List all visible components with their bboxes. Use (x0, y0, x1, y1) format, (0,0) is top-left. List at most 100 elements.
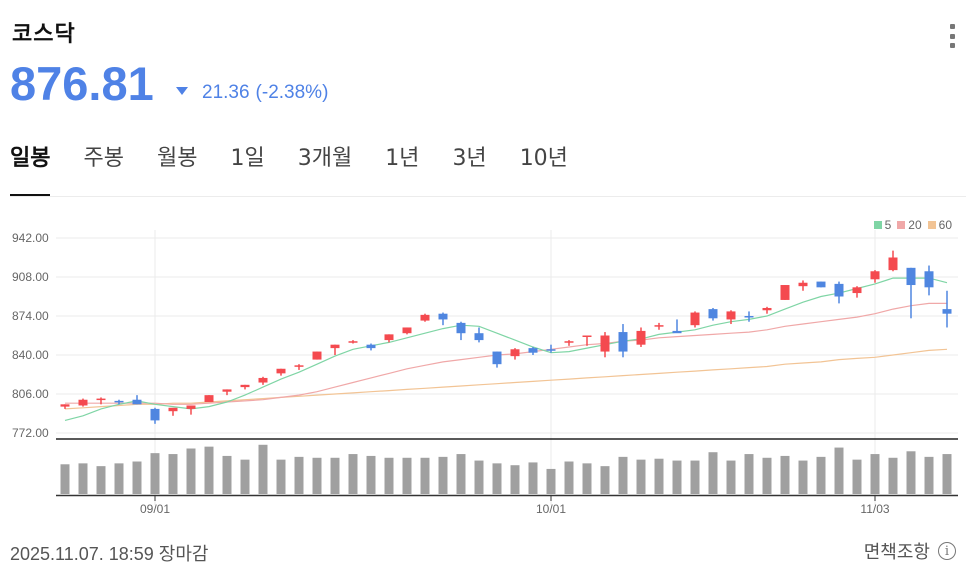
candle[interactable] (762, 306, 772, 314)
candle[interactable] (600, 332, 610, 358)
candle[interactable] (456, 321, 466, 341)
candle[interactable] (474, 327, 484, 343)
volume-bar (690, 460, 700, 494)
legend-swatch (927, 221, 936, 229)
candle[interactable] (942, 290, 952, 328)
volume-bar (222, 455, 232, 494)
candle[interactable] (618, 324, 628, 358)
candle[interactable] (420, 313, 430, 322)
candle[interactable] (348, 340, 358, 344)
candle[interactable] (186, 405, 196, 415)
info-icon: i (938, 542, 956, 560)
tab-2[interactable]: 월봉 (156, 146, 198, 171)
volume-bar (168, 454, 178, 494)
candle[interactable] (870, 270, 880, 283)
y-tick-label: 806.00 (12, 387, 49, 401)
volume-bar (438, 456, 448, 494)
legend-item-ma60: 60 (927, 218, 952, 232)
candle[interactable] (834, 281, 844, 304)
candle[interactable] (150, 407, 160, 424)
legend-item-ma20: 20 (897, 218, 922, 232)
more-vertical-icon[interactable] (946, 24, 958, 48)
candle[interactable] (780, 285, 790, 300)
candle[interactable] (258, 376, 268, 385)
volume-bar (132, 461, 142, 494)
candle[interactable] (528, 346, 538, 355)
candle[interactable] (132, 395, 142, 405)
volume-bar (762, 457, 772, 494)
candle[interactable] (672, 319, 682, 334)
candle[interactable] (636, 327, 646, 347)
volume-bar (834, 447, 844, 494)
candle[interactable] (330, 344, 340, 355)
volume-bar (114, 463, 124, 494)
candle[interactable] (204, 395, 214, 403)
volume-bar (510, 465, 520, 494)
legend-item-ma5: 5 (873, 218, 892, 232)
price-change: 21.36 (-2.38%) (176, 82, 328, 104)
volume-bar (384, 457, 394, 494)
candle[interactable] (438, 312, 448, 326)
tab-3[interactable]: 1일 (230, 146, 265, 171)
candlestick-chart[interactable]: 942.00 908.00 874.00 840.00 806.00 772.00 09/0… (0, 205, 976, 525)
y-tick-label: 908.00 (12, 270, 49, 284)
candle[interactable] (708, 307, 718, 321)
legend-label: 5 (884, 218, 892, 232)
candle[interactable] (222, 389, 232, 396)
volume-bar (636, 459, 646, 494)
candle[interactable] (726, 310, 736, 325)
candle[interactable] (906, 267, 916, 319)
disclaimer-link[interactable]: 면책조항 i (864, 538, 956, 564)
volume-bar (528, 462, 538, 494)
volume-bar (366, 455, 376, 494)
candle[interactable] (294, 364, 304, 370)
candle[interactable] (690, 311, 700, 328)
volume-bar (870, 454, 880, 494)
candle[interactable] (546, 344, 556, 353)
y-tick-label: 942.00 (12, 231, 49, 245)
tab-1[interactable]: 주봉 (83, 146, 124, 171)
candle[interactable] (510, 348, 520, 360)
tab-5[interactable]: 1년 (385, 146, 420, 171)
candle[interactable] (402, 327, 412, 335)
candle[interactable] (852, 286, 862, 298)
candle[interactable] (276, 368, 286, 376)
candle[interactable] (240, 384, 250, 390)
down-arrow-icon (176, 87, 188, 95)
tab-4[interactable]: 3개월 (297, 146, 353, 171)
candle[interactable] (744, 311, 754, 322)
candle[interactable] (582, 335, 592, 346)
candle[interactable] (924, 265, 934, 296)
volume-bar (312, 457, 322, 494)
volume-bar (780, 455, 790, 494)
candle[interactable] (564, 340, 574, 346)
candle[interactable] (888, 250, 898, 272)
candle[interactable] (798, 280, 808, 291)
tab-6[interactable]: 3년 (452, 146, 487, 171)
period-tabs: 일봉 주봉 월봉 1일 3개월 1년 3년 10년 (10, 140, 966, 197)
volume-bar (276, 459, 286, 494)
candle[interactable] (312, 351, 322, 360)
candle[interactable] (366, 343, 376, 351)
volume-bar (78, 463, 88, 494)
candle[interactable] (60, 404, 70, 409)
candle[interactable] (168, 407, 178, 416)
x-tick-label: 09/01 (140, 502, 170, 516)
candle[interactable] (96, 397, 106, 405)
candle[interactable] (816, 281, 826, 288)
candle[interactable] (114, 399, 124, 405)
tab-7[interactable]: 10년 (519, 146, 568, 171)
volume-bar (924, 456, 934, 494)
ma5-line (64, 277, 948, 421)
candle[interactable] (384, 334, 394, 343)
candle[interactable] (78, 398, 88, 407)
volume-bar (150, 453, 160, 494)
volume-bar (330, 457, 340, 494)
y-tick-label: 772.00 (12, 426, 49, 440)
ma60-line (64, 348, 948, 410)
legend-swatch (897, 221, 906, 229)
candle[interactable] (492, 351, 502, 368)
volume-bar (402, 457, 412, 494)
tab-0[interactable]: 일봉 (10, 140, 51, 196)
candle[interactable] (654, 322, 664, 330)
